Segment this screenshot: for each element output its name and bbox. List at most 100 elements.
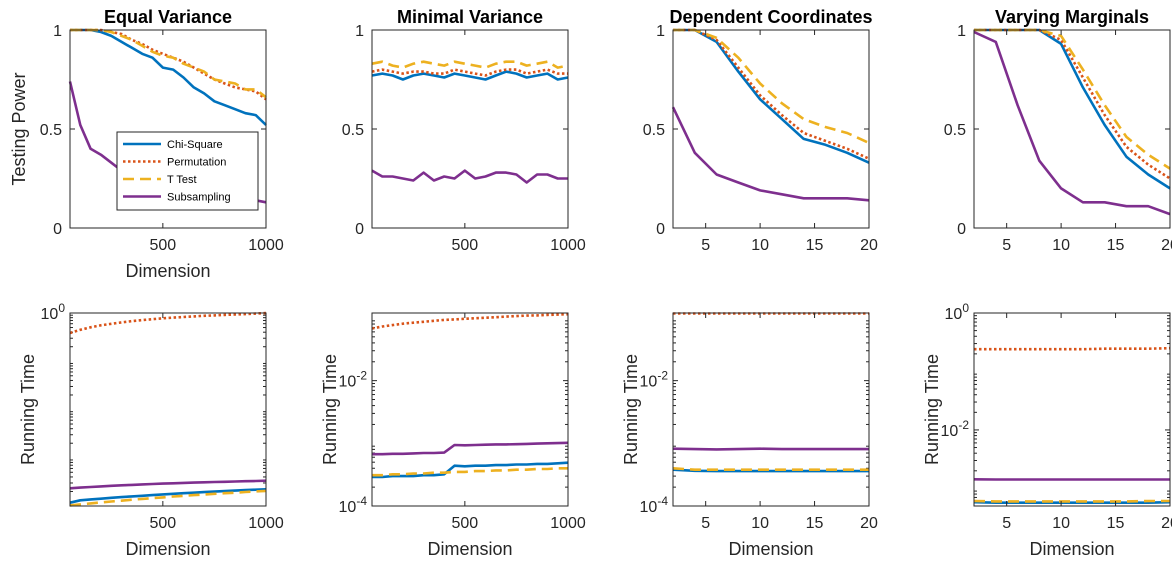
chart-1-0-y-label: Running Time <box>18 354 38 465</box>
chart-0-1-title: Minimal Variance <box>397 7 543 27</box>
chart-0-3-x-tick-label: 5 <box>1002 237 1011 254</box>
chart-0-0-line-permutation <box>70 28 267 101</box>
chart-1-1-y-tick-label: 10-4 <box>339 494 368 516</box>
chart-1-2-line-t-test <box>672 467 869 472</box>
chart-1-1-line-t-test <box>372 466 568 477</box>
chart-1-0: 500 1000 100 Dimension Running Time <box>18 301 284 559</box>
chart-0-3: 5 10 15 20 0 0.5 1 Varying Marginals <box>944 7 1172 254</box>
chart-0-3-x-tick-label: 10 <box>1052 237 1070 254</box>
chart-0-1-x-tick-label: 500 <box>451 237 478 254</box>
chart-1-3-line-permutation <box>974 346 1171 351</box>
chart-0-3-title: Varying Marginals <box>995 7 1149 27</box>
chart-1-1-axes-box <box>371 312 569 507</box>
legend-label-t-test: T Test <box>167 174 197 186</box>
chart-1-3-line-chi-square <box>973 500 1171 505</box>
chart-1-0-axes-box <box>69 312 267 507</box>
chart-0-3-x-tick-label: 15 <box>1107 237 1125 254</box>
chart-1-2-x-tick-label: 15 <box>806 515 824 532</box>
chart-1-0-x-tick-label: 500 <box>149 515 176 532</box>
chart-1-1: 500 1000 10-4 10-2 Dimension Running Time <box>320 312 586 559</box>
chart-1-3-x-tick-label: 15 <box>1107 515 1125 532</box>
chart-1-2-line-chi-square <box>672 468 869 473</box>
chart-1-2-y-tick-label: 10-4 <box>640 494 669 516</box>
chart-0-0-y-label: Testing Power <box>9 72 29 185</box>
chart-1-2: 5 10 15 20 10-4 10-2 Dimension Running Time <box>621 312 878 559</box>
chart-1-3-axes-box <box>973 312 1171 507</box>
chart-1-0-line-t-test <box>69 489 267 507</box>
chart-1-2-y-tick-label: 10-2 <box>640 369 669 391</box>
chart-0-3-y-tick-label: 0 <box>957 221 966 238</box>
chart-0-0-y-tick-label: 0 <box>53 221 62 238</box>
chart-0-3-y-tick-label: 1 <box>957 23 966 40</box>
chart-0-2-x-tick-label: 15 <box>806 237 824 254</box>
legend-label-chi-square: Chi-Square <box>167 139 223 151</box>
chart-1-0-x-label: Dimension <box>125 539 210 559</box>
chart-0-0-y-tick-label: 0.5 <box>40 122 62 139</box>
chart-1-0-line-chi-square <box>69 488 267 504</box>
chart-1-2-x-tick-label: 10 <box>751 515 769 532</box>
chart-0-1-y-tick-label: 0 <box>355 221 364 238</box>
chart-0-1-line-t-test <box>371 60 569 69</box>
chart-0-2-line-permutation <box>673 28 870 160</box>
chart-0-3-x-tick-label: 20 <box>1161 237 1172 254</box>
chart-1-3-y-tick-label: 10-2 <box>941 418 970 440</box>
chart-0-1-x-tick-label: 1000 <box>550 237 586 254</box>
chart-0-1-line-permutation <box>371 68 568 77</box>
chart-1-3-y-tick-label: 100 <box>945 301 970 323</box>
chart-0-2-title: Dependent Coordinates <box>669 7 872 27</box>
chart-0-1-y-tick-label: 0.5 <box>342 122 364 139</box>
legend: Chi-Square Permutation T Test Subsampling <box>116 131 259 211</box>
chart-1-3: 5 10 15 20 10-2 100 Dimension Running Time <box>922 301 1172 559</box>
legend-label-permutation: Permutation <box>167 157 226 169</box>
chart-0-2-y-tick-label: 0.5 <box>643 122 665 139</box>
chart-0-1-line-chi-square <box>371 70 569 81</box>
chart-0-0-x-tick-label: 500 <box>149 237 176 254</box>
chart-0-3-y-tick-label: 0.5 <box>944 122 966 139</box>
chart-1-3-x-tick-label: 10 <box>1052 515 1070 532</box>
chart-0-2-line-t-test <box>673 28 870 145</box>
chart-1-2-x-label: Dimension <box>728 539 813 559</box>
chart-0-0-title: Equal Variance <box>104 7 232 27</box>
chart-0-2-line-chi-square <box>673 28 870 164</box>
chart-1-1-y-label: Running Time <box>320 354 340 465</box>
chart-0-1-line-subsampling <box>371 169 568 184</box>
chart-1-0-x-tick-label: 1000 <box>248 515 284 532</box>
chart-0-1-y-tick-label: 1 <box>355 23 364 40</box>
chart-1-1-line-chi-square <box>372 461 569 479</box>
chart-0-3-line-subsampling <box>973 30 1171 216</box>
chart-1-0-line-permutation <box>69 311 267 335</box>
chart-1-1-x-tick-label: 1000 <box>550 515 586 532</box>
chart-0-0-line-t-test <box>70 28 267 99</box>
chart-1-0-line-subsampling <box>69 479 267 490</box>
chart-0-0-line-chi-square <box>70 28 267 126</box>
chart-0-2-line-subsampling <box>671 106 870 202</box>
chart-1-1-x-label: Dimension <box>427 539 512 559</box>
chart-1-2-axes-box <box>672 312 870 507</box>
chart-0-2-y-tick-label: 0 <box>656 221 665 238</box>
chart-0-0: 500 1000 0 0.5 1 Equal Variance Dimension Testi… <box>9 7 284 281</box>
chart-0-1: 500 1000 0 0.5 1 Minimal Variance <box>342 7 586 254</box>
chart-1-0-y-tick-label: 100 <box>41 301 66 323</box>
chart-1-3-y-label: Running Time <box>922 354 942 465</box>
chart-0-2-x-tick-label: 5 <box>701 237 710 254</box>
chart-1-2-x-tick-label: 20 <box>860 515 878 532</box>
chart-1-1-x-tick-label: 500 <box>451 515 478 532</box>
chart-0-0-y-tick-label: 1 <box>53 23 62 40</box>
chart-1-2-x-tick-label: 5 <box>701 515 710 532</box>
chart-1-1-line-permutation <box>371 312 569 330</box>
chart-1-3-x-tick-label: 5 <box>1002 515 1011 532</box>
chart-0-0-x-tick-label: 1000 <box>248 237 284 254</box>
chart-0-2-x-tick-label: 10 <box>751 237 769 254</box>
chart-1-3-x-tick-label: 20 <box>1161 515 1172 532</box>
chart-0-3-line-t-test <box>974 28 1171 170</box>
chart-1-1-y-tick-label: 10-2 <box>339 369 368 391</box>
chart-1-3-x-label: Dimension <box>1029 539 1114 559</box>
chart-1-2-y-label: Running Time <box>621 354 641 465</box>
chart-0-0-x-label: Dimension <box>125 261 210 281</box>
chart-1-1-line-subsampling <box>372 441 569 456</box>
chart-0-2-y-tick-label: 1 <box>656 23 665 40</box>
chart-1-2-line-subsampling <box>672 447 869 451</box>
chart-0-3-line-permutation <box>974 28 1171 180</box>
